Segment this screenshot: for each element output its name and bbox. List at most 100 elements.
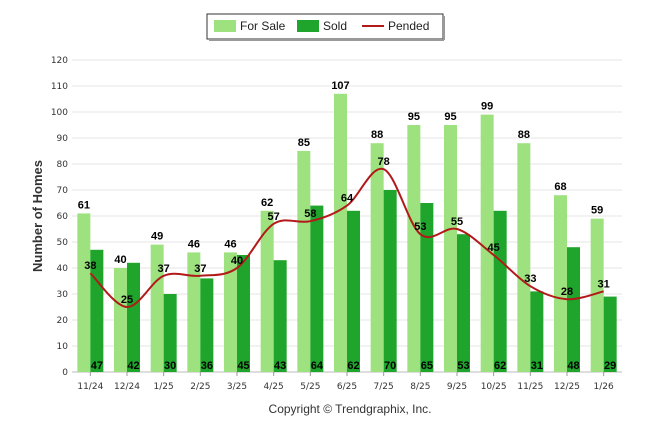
data-label-sold: 48: [567, 360, 579, 372]
x-tick-label: 6/25: [337, 382, 357, 392]
bar-for-sale-10-25: [480, 114, 494, 372]
x-tick-label: 12/24: [114, 382, 140, 392]
y-tick-label: 110: [51, 82, 68, 92]
x-tick-label: 5/25: [300, 382, 320, 392]
data-label-for-sale: 107: [331, 80, 349, 92]
bar-for-sale-11-24: [77, 213, 91, 372]
bar-for-sale-11-25: [517, 143, 531, 372]
data-label-pended: 78: [378, 156, 390, 168]
data-label-for-sale: 49: [151, 231, 163, 243]
x-tick-label: 11/24: [77, 382, 103, 392]
legend: For Sale Sold Pended: [206, 13, 445, 41]
data-label-pended: 28: [561, 286, 573, 298]
bar-for-sale-2-25: [187, 252, 201, 372]
data-label-for-sale: 46: [224, 238, 236, 250]
y-tick-label: 120: [51, 56, 68, 66]
bar-sold-1-26: [603, 296, 617, 372]
bar-sold-10-25: [493, 210, 507, 372]
data-label-sold: 43: [274, 360, 286, 372]
data-label-for-sale: 99: [481, 101, 493, 113]
y-tick-label: 20: [57, 316, 69, 326]
bar-for-sale-7-25: [370, 143, 384, 372]
data-label-pended: 57: [268, 211, 280, 223]
data-label-sold: 45: [237, 360, 249, 372]
y-tick-label: 90: [57, 134, 69, 144]
bar-for-sale-1-26: [590, 218, 604, 372]
x-tick-label: 11/25: [517, 382, 543, 392]
y-tick-label: 10: [57, 342, 69, 352]
data-label-for-sale: 40: [114, 254, 126, 266]
data-label-pended: 37: [194, 263, 206, 275]
bar-for-sale-12-24: [114, 268, 127, 372]
bar-sold-2-25: [200, 278, 214, 372]
data-label-sold: 62: [494, 360, 506, 372]
bar-sold-8-25: [420, 203, 434, 372]
x-tick-label: 2/25: [190, 382, 210, 392]
bar-sold-4-25: [273, 260, 287, 372]
data-label-for-sale: 95: [444, 111, 456, 123]
data-label-sold: 64: [311, 360, 324, 372]
data-label-for-sale: 61: [78, 199, 90, 211]
bar-for-sale-1-25: [150, 244, 164, 372]
x-tick-label: 10/25: [481, 382, 507, 392]
copyright-credit: Copyright © Trendgraphix, Inc.: [269, 402, 432, 416]
bar-sold-1-25: [163, 294, 177, 372]
x-tick-label: 12/25: [554, 382, 580, 392]
bar-sold-11-24: [90, 249, 104, 372]
data-label-pended: 53: [414, 221, 426, 233]
x-tick-label: 3/25: [227, 382, 247, 392]
data-label-sold: 42: [127, 360, 139, 372]
bar-for-sale-9-25: [444, 125, 457, 372]
legend-swatch-for-sale: [214, 20, 236, 32]
x-axis-ticks: 11/24 12/24 1/25 2/25 3/25 4/25 5/25 6/25 7/25 8/…: [77, 372, 614, 392]
bar-sold-12-24: [127, 262, 140, 372]
y-tick-label: 70: [57, 186, 69, 196]
x-tick-label: 4/25: [264, 382, 284, 392]
data-label-pended: 58: [304, 208, 316, 220]
bar-sold-7-25: [383, 190, 397, 372]
data-label-pended: 45: [488, 242, 500, 254]
data-label-sold: 36: [201, 360, 213, 372]
legend-label-pended: Pended: [388, 19, 429, 33]
bar-for-sale-8-25: [407, 125, 421, 372]
x-tick-label: 8/25: [410, 382, 430, 392]
y-tick-label: 60: [57, 212, 69, 222]
data-label-for-sale: 88: [371, 129, 383, 141]
y-tick-label: 40: [57, 264, 69, 274]
legend-swatch-sold: [297, 20, 319, 32]
y-tick-label: 100: [51, 108, 68, 118]
x-tick-label: 1/25: [154, 382, 174, 392]
y-tick-label: 0: [62, 368, 68, 378]
bar-for-sale-3-25: [224, 252, 237, 372]
bar-sold-5-25: [310, 205, 324, 372]
series-line-pended: [89, 168, 604, 309]
bar-sold-12-25: [567, 247, 580, 372]
data-label-pended: 37: [158, 263, 170, 275]
data-labels: 61 47 40 42 49 30 46 36 46 45 62 43 85 64 107 62 88 70 95 6…: [78, 80, 617, 372]
bar-sold-11-25: [530, 291, 544, 372]
data-label-sold: 53: [457, 360, 469, 372]
data-label-sold: 70: [384, 360, 396, 372]
bars: [77, 93, 617, 373]
x-tick-label: 1/26: [594, 382, 614, 392]
bar-sold-9-25: [457, 234, 470, 372]
y-tick-label: 50: [57, 238, 69, 248]
data-label-for-sale: 62: [261, 197, 273, 209]
data-label-sold: 47: [91, 360, 103, 372]
data-label-sold: 29: [604, 360, 616, 372]
data-label-sold: 30: [164, 360, 176, 372]
bar-sold-3-25: [237, 255, 250, 372]
data-label-pended: 25: [121, 294, 133, 306]
data-label-sold: 31: [531, 360, 543, 372]
y-axis-ticks: 0 10 20 30 40 50 60 70 80 90 100 110 120: [51, 56, 68, 378]
data-label-sold: 62: [347, 360, 359, 372]
x-tick-label: 7/25: [374, 382, 394, 392]
y-axis-label: Number of Homes: [30, 160, 45, 272]
data-label-for-sale: 95: [408, 111, 420, 123]
data-label-pended: 33: [524, 273, 536, 285]
data-label-pended: 40: [231, 255, 243, 267]
y-tick-label: 30: [57, 290, 69, 300]
bar-for-sale-6-25: [334, 93, 347, 373]
